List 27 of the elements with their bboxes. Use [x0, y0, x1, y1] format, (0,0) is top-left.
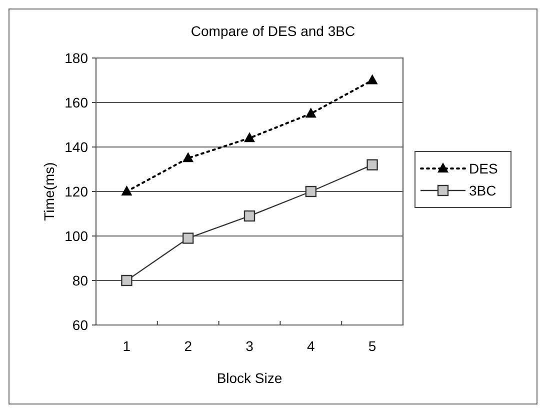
y-tick-label: 180: [64, 50, 88, 66]
legend-label: 3BC: [469, 182, 496, 198]
x-axis-title: Block Size: [216, 370, 282, 386]
point: [121, 186, 132, 196]
x-tick-label: 5: [368, 338, 376, 354]
legend-label: DES: [469, 160, 498, 176]
point: [182, 152, 194, 162]
y-tick-label: 160: [64, 94, 88, 110]
y-tick-label: 80: [72, 272, 88, 288]
point: [305, 108, 316, 118]
y-tick-label: 120: [64, 183, 88, 200]
x-tick-label: 4: [307, 338, 315, 354]
point: [366, 159, 378, 170]
chart-title: Compare of DES and 3BC: [190, 23, 356, 39]
point: [182, 232, 194, 244]
x-tick-label: 3: [246, 338, 254, 354]
point: [244, 210, 256, 222]
point: [366, 74, 378, 84]
point: [244, 132, 255, 142]
point: [121, 274, 132, 286]
y-tick-label: 100: [64, 228, 88, 244]
y-tick-label: 60: [72, 316, 88, 333]
x-tick-label: 2: [184, 338, 192, 354]
point: [305, 186, 316, 198]
y-axis-title: Time(ms): [41, 162, 57, 221]
y-tick-label: 140: [64, 138, 88, 155]
x-tick-label: 1: [122, 338, 131, 354]
